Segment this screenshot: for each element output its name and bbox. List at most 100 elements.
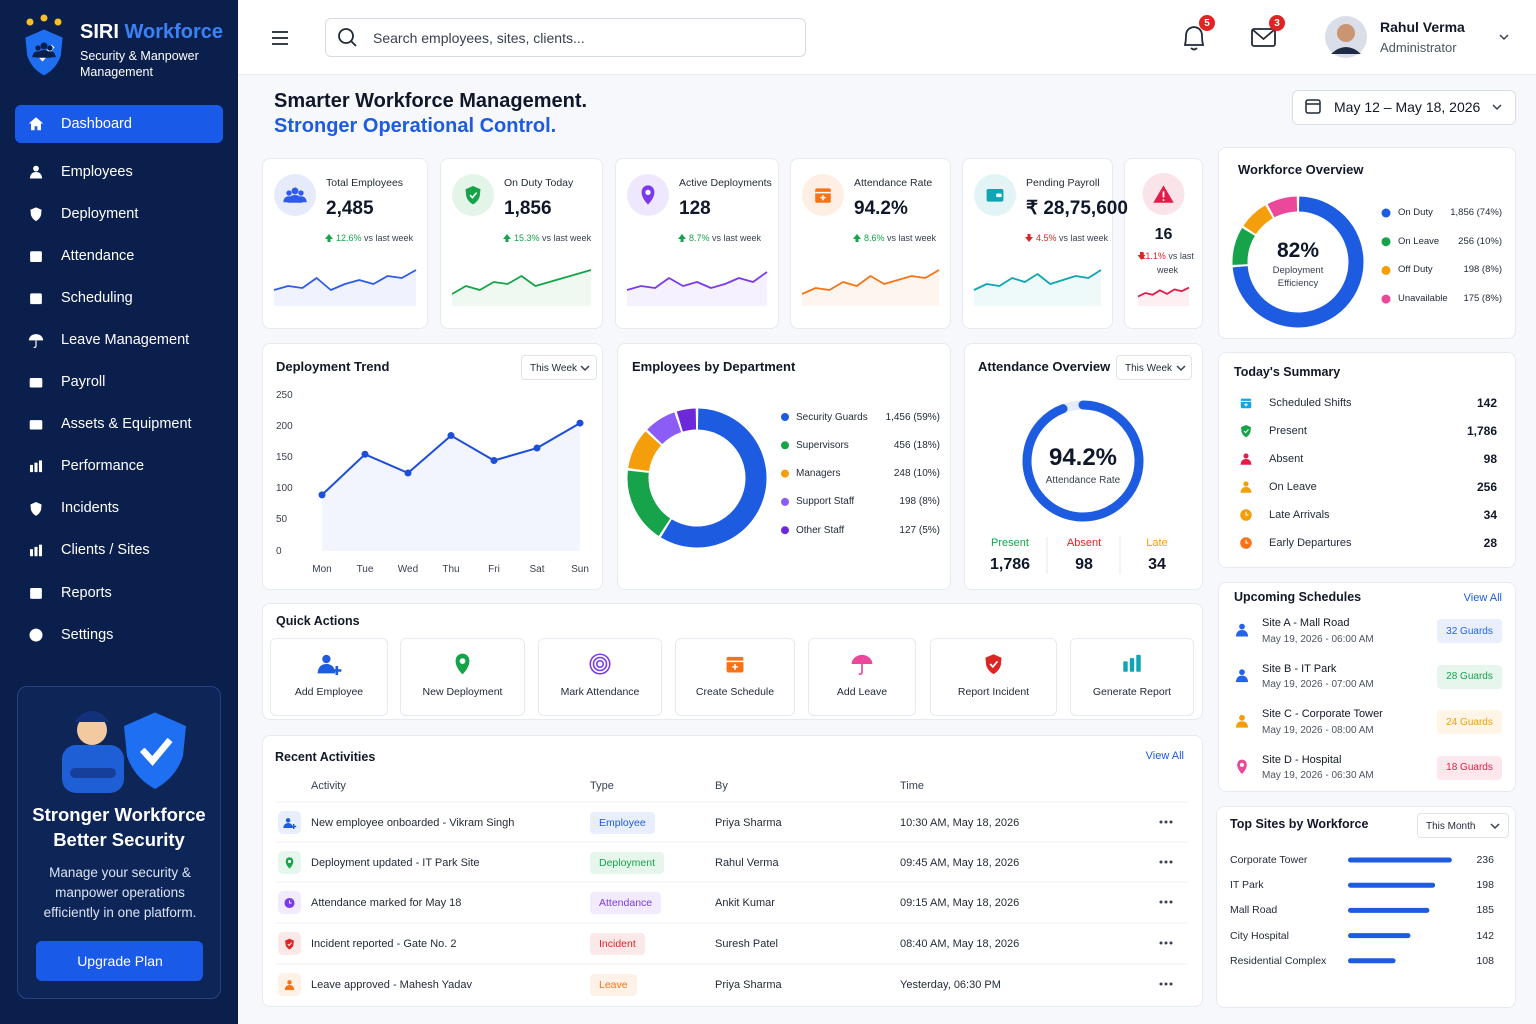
icon: [1239, 623, 1245, 630]
quick-action[interactable]: [538, 638, 662, 716]
icon: [298, 190, 304, 196]
brand-name: SIRI Workforce: [80, 19, 223, 45]
activity-text: Incident reported - Gate No. 2: [311, 938, 457, 950]
period-label[interactable]: This Week: [1125, 362, 1173, 374]
brand-tagline: Security & Manpower Management: [80, 49, 199, 79]
quick-action-label[interactable]: Generate Report: [1092, 686, 1172, 698]
sparkline-area: [974, 270, 1101, 306]
donut-segment: [1232, 227, 1256, 265]
quick-action[interactable]: [1070, 638, 1194, 716]
activity-time: 09:15 AM, May 18, 2026: [900, 897, 1020, 909]
schedule-site: Site A - Mall Road: [1262, 617, 1350, 629]
nav-item[interactable]: Assets & Equipment: [61, 416, 192, 433]
icon: [286, 190, 292, 196]
legend-dot: [1381, 208, 1391, 218]
nav-item[interactable]: Attendance: [61, 247, 135, 264]
period-label[interactable]: This Week: [530, 362, 578, 374]
quick-action-label[interactable]: New Deployment: [422, 686, 503, 698]
guard-count: 18 Guards: [1446, 762, 1493, 774]
icon: [287, 195, 303, 203]
quick-action-label[interactable]: Add Leave: [836, 686, 888, 698]
search-box[interactable]: [325, 18, 806, 57]
quick-action[interactable]: [270, 638, 388, 716]
nav-active[interactable]: [15, 105, 223, 143]
period-dropdown[interactable]: [521, 355, 597, 380]
icon: [595, 659, 605, 669]
message-badge: [1269, 15, 1285, 31]
legend-value: 248 (10%): [893, 468, 940, 480]
type-badge: Attendance: [590, 892, 662, 914]
calendar-icon: [1305, 99, 1321, 114]
kpi-change-part: vs last week: [887, 233, 937, 243]
row-menu: [1169, 820, 1173, 824]
quick-action-label[interactable]: Create Schedule: [695, 686, 775, 698]
quick-action[interactable]: [808, 638, 916, 716]
row-menu: [1159, 860, 1163, 864]
donut-segment: [628, 431, 662, 472]
date-picker[interactable]: [1292, 90, 1516, 125]
nav-item[interactable]: Incidents: [61, 500, 120, 517]
icon: [287, 942, 292, 947]
kpi-card: [262, 158, 428, 329]
row-menu: [1169, 860, 1173, 864]
quick-action[interactable]: [930, 638, 1057, 716]
kpi-change-part: vs last week: [1059, 233, 1109, 243]
icon: [1240, 459, 1252, 465]
legend-value: 456 (18%): [893, 439, 940, 451]
search-icon: [350, 40, 357, 47]
quick-action[interactable]: [675, 638, 795, 716]
activity-by: Ankit Kumar: [715, 897, 775, 909]
icon: [322, 654, 331, 664]
nav-item[interactable]: Leave Management: [61, 331, 190, 348]
quick-action-label[interactable]: Mark Attendance: [560, 686, 640, 698]
kpi-change: 11.1% vs last week: [1140, 249, 1196, 277]
view-all[interactable]: View All: [1145, 750, 1184, 762]
type-badge: Leave: [590, 974, 637, 996]
trend-point: [576, 419, 584, 427]
nav-item[interactable]: Performance: [61, 458, 145, 475]
trend-point: [490, 457, 498, 465]
icon: [1245, 511, 1249, 516]
kpi-card: [962, 158, 1113, 329]
legend-value: 256 (10%): [1458, 235, 1502, 247]
nav-item[interactable]: Payroll: [61, 374, 106, 390]
chevron: [1492, 104, 1502, 111]
upgrade-label[interactable]: Upgrade Plan: [77, 953, 163, 969]
view-all[interactable]: View All: [1463, 592, 1502, 604]
nav-item[interactable]: Deployment: [61, 205, 139, 222]
nav-item[interactable]: Employees: [61, 163, 133, 180]
y-tick-label: 150: [276, 451, 293, 463]
guard-badge: [1437, 619, 1502, 643]
avatar-body: [1331, 47, 1361, 54]
icon: [645, 189, 651, 195]
icon: [36, 381, 41, 385]
brand-name-part: SIRI: [80, 21, 119, 43]
nav-item[interactable]: Settings: [61, 626, 114, 643]
guard-badge: [1437, 710, 1502, 735]
quick-action-label[interactable]: Add Employee: [294, 686, 364, 698]
notification-count: 5: [1204, 17, 1210, 29]
icon: [38, 544, 43, 557]
legend-value: 1,856 (74%): [1450, 207, 1502, 218]
nav-item[interactable]: Reports: [61, 584, 112, 601]
quick-action[interactable]: [400, 638, 525, 716]
upgrade-button[interactable]: [36, 941, 203, 981]
nav-item[interactable]: Scheduling: [61, 289, 133, 306]
kpi-change: 15.3% vs last week: [514, 232, 591, 244]
summary-value: 28: [1483, 536, 1497, 550]
period-label[interactable]: This Month: [1426, 820, 1476, 832]
guard-badge: [1437, 664, 1502, 689]
trend-point: [318, 491, 326, 499]
schedule-time: May 19, 2026 - 06:30 AM: [1262, 770, 1374, 782]
department-card: [617, 343, 951, 590]
guard-badge: [1437, 755, 1502, 780]
stat-value: 1,786: [989, 555, 1031, 573]
nav-item[interactable]: Clients / Sites: [61, 542, 150, 559]
date-range[interactable]: May 12 – May 18, 2026: [1334, 99, 1481, 115]
nav-item[interactable]: Dashboard: [61, 115, 132, 132]
period-dropdown[interactable]: [1417, 813, 1509, 838]
row-menu: [1159, 900, 1163, 904]
quick-action-label[interactable]: Report Incident: [957, 686, 1030, 698]
activity-text: Deployment updated - IT Park Site: [311, 857, 480, 869]
